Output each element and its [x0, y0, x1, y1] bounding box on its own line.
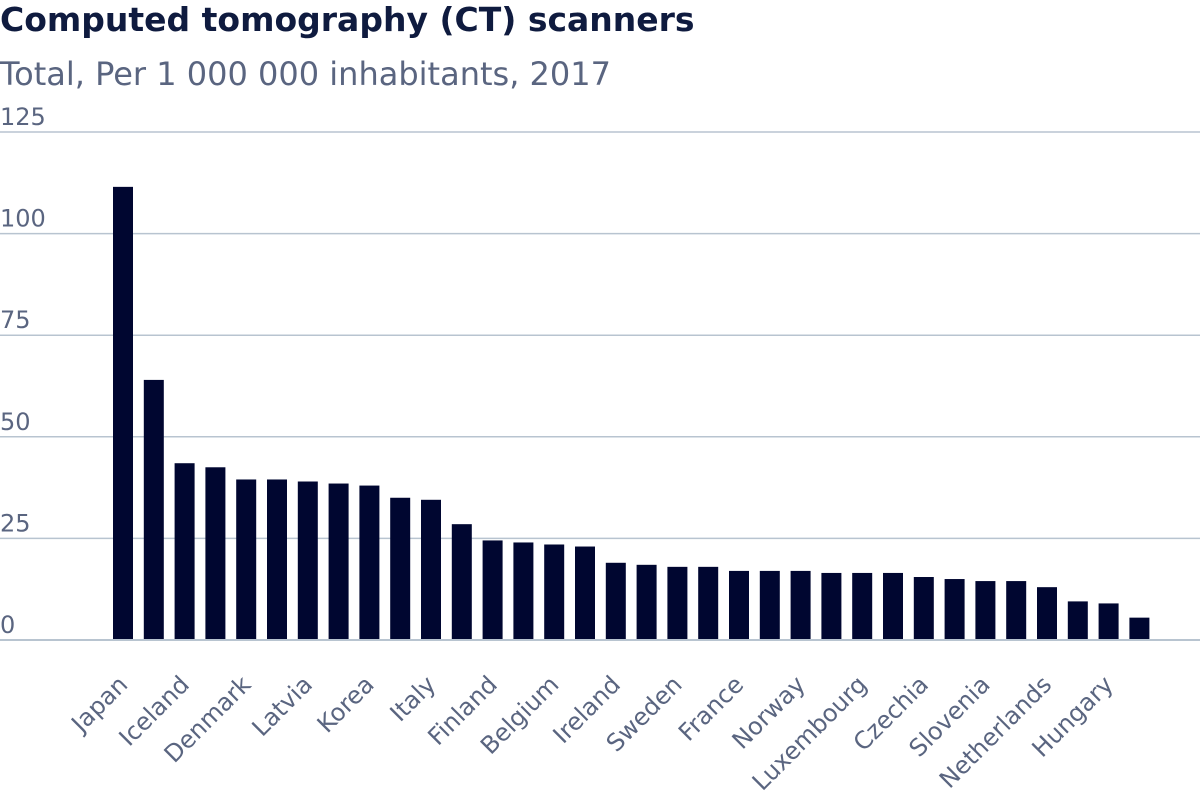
bar: [390, 497, 411, 640]
bar: [1037, 587, 1057, 640]
bar: [790, 570, 811, 640]
bar: [1067, 601, 1088, 640]
bar: [759, 570, 780, 640]
bar: [328, 483, 349, 640]
bar: [205, 467, 226, 640]
bar: [236, 479, 257, 640]
bar: [297, 481, 318, 640]
chart-subtitle: Total, Per 1 000 000 inhabitants, 2017: [0, 55, 611, 93]
x-tick-label: Korea: [312, 670, 380, 738]
bar: [975, 581, 996, 640]
chart-title: Computed tomography (CT) scanners: [0, 0, 695, 39]
y-tick-label: 50: [0, 408, 31, 436]
x-tick-label: Italy: [385, 670, 442, 727]
bar: [143, 379, 164, 640]
bar: [451, 524, 472, 640]
bar: [944, 579, 965, 640]
y-tick-label: 0: [0, 611, 15, 639]
bar: [605, 562, 626, 640]
bar: [698, 566, 719, 640]
y-tick-label: 100: [0, 205, 46, 233]
bar: [1098, 603, 1119, 640]
bar: [636, 564, 657, 640]
bar: [667, 566, 688, 640]
bar: [544, 544, 565, 640]
y-tick-label: 75: [0, 306, 31, 334]
bar: [1129, 617, 1150, 640]
y-tick-label: 125: [0, 103, 46, 131]
bar: [421, 499, 441, 640]
bar: [359, 485, 380, 640]
bar: [883, 572, 903, 640]
x-tick-label: Latvia: [247, 670, 318, 741]
bar: [575, 546, 595, 640]
y-axis-ticks: 0 25 50 75 100 125: [0, 103, 46, 639]
y-tick-label: 25: [0, 509, 31, 537]
bar: [852, 572, 873, 640]
bar: [1006, 581, 1027, 640]
bars: [113, 186, 1150, 640]
bar: [913, 577, 934, 640]
gridlines: [0, 131, 1200, 540]
bar: [821, 572, 842, 640]
bar: [729, 570, 749, 640]
bar: [482, 540, 503, 640]
bar: [513, 542, 534, 640]
bar: [113, 186, 133, 640]
bar: [174, 463, 195, 640]
bar: [267, 479, 287, 640]
